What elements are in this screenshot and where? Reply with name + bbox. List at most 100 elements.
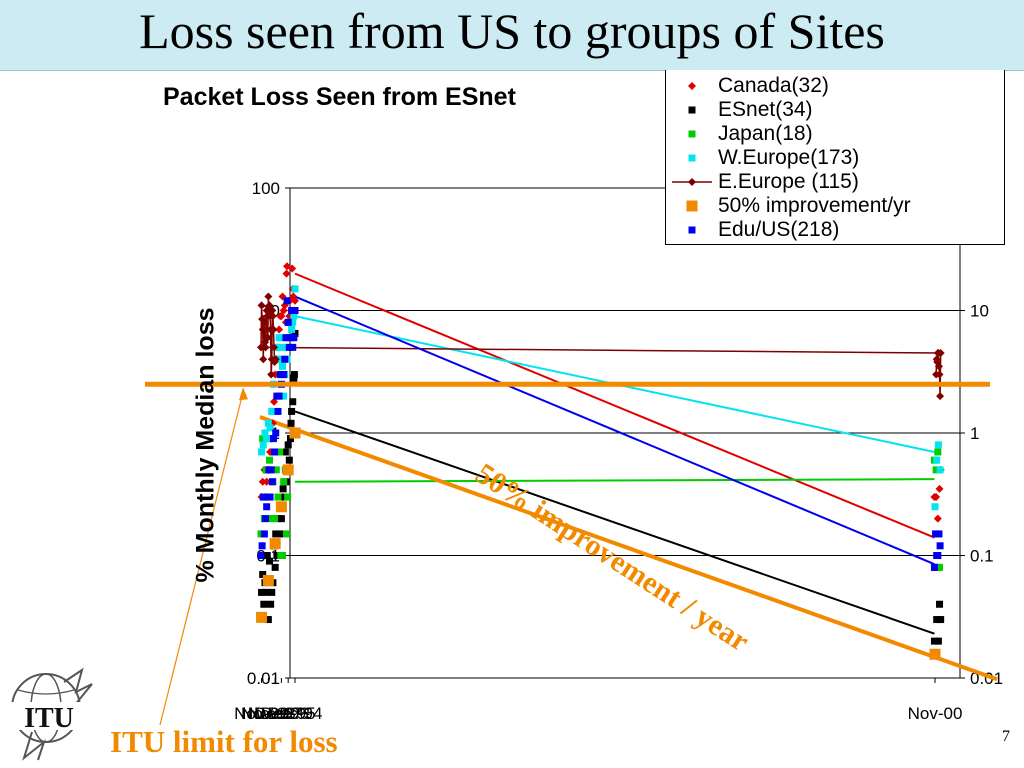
data-point: [276, 448, 284, 456]
data-point: [263, 503, 271, 511]
data-point: [261, 343, 270, 352]
legend-swatch: [688, 106, 696, 114]
legend-swatch: [688, 226, 696, 234]
data-point: [268, 478, 276, 486]
legend-swatch: [688, 154, 696, 162]
y-tick-label-right: 10: [970, 302, 989, 321]
data-point: [265, 557, 273, 565]
data-point: [280, 392, 288, 400]
data-point: [262, 575, 274, 587]
itu-limit-arrowhead: [239, 387, 248, 401]
y-tick-label-right: 1: [970, 424, 979, 443]
data-point: [284, 441, 292, 449]
data-point: [282, 334, 290, 342]
data-point: [269, 435, 277, 443]
data-point: [929, 648, 941, 660]
legend-item: 50% improvement/yr: [666, 194, 1004, 218]
data-point: [275, 325, 284, 334]
data-point: [265, 456, 273, 464]
data-point: [272, 429, 280, 437]
data-point: [267, 370, 276, 379]
legend-item: Edu/US(218): [666, 218, 1004, 242]
data-point: [258, 448, 266, 456]
data-point: [264, 493, 272, 501]
data-point: [289, 318, 297, 326]
data-point: [273, 552, 281, 559]
chart-title: Packet Loss Seen from ESnet: [163, 83, 516, 111]
legend-swatch: [688, 130, 696, 138]
data-point: [267, 515, 275, 523]
data-point: [262, 306, 271, 315]
data-point: [930, 637, 938, 645]
data-point: [275, 334, 283, 342]
x-tick-label: Nov-99: [234, 704, 289, 723]
title-bar: [0, 0, 1024, 71]
legend-label: Canada(32): [718, 74, 829, 97]
legend-label: ESnet(34): [718, 98, 813, 121]
data-point: [282, 269, 291, 278]
data-point: [936, 392, 945, 401]
data-point: [286, 334, 294, 342]
data-point: [931, 503, 939, 511]
data-point: [277, 552, 285, 559]
data-point: [933, 348, 942, 357]
data-point: [282, 464, 294, 476]
legend-label: Edu/US(218): [718, 218, 840, 241]
data-point: [933, 616, 941, 624]
data-point: [268, 407, 276, 415]
data-point: [264, 419, 272, 427]
data-point: [276, 312, 285, 321]
data-point: [272, 530, 280, 538]
legend-item: ESnet(34): [666, 98, 1004, 122]
data-point: [265, 466, 273, 474]
data-point: [932, 370, 941, 379]
data-point: [264, 616, 272, 624]
data-point: [271, 448, 279, 456]
legend-item: W.Europe(173): [666, 146, 1004, 170]
data-point: [258, 542, 266, 550]
data-point: [932, 530, 940, 538]
chart-legend: Canada(32) ESnet(34) Japan(18) W.Europe(173…: [665, 70, 1005, 245]
data-point: [284, 493, 292, 501]
data-point: [279, 362, 287, 370]
x-tick-label: Dec-95: [261, 704, 316, 723]
data-point: [281, 448, 289, 456]
y-tick-label: 0.01: [247, 669, 280, 688]
data-point: [263, 435, 271, 443]
data-point: [283, 297, 291, 305]
data-point: [267, 600, 275, 608]
data-point: [258, 477, 267, 486]
data-point: [274, 493, 282, 501]
legend-swatch: [688, 82, 696, 90]
data-point: [936, 600, 944, 608]
data-point: [272, 466, 280, 474]
data-point: [257, 301, 266, 310]
data-point: [289, 398, 297, 406]
data-point: [264, 292, 273, 301]
data-point: [290, 312, 298, 320]
data-point: [260, 600, 268, 608]
data-point: [285, 456, 293, 464]
data-point: [285, 343, 293, 351]
y-tick-label-right: 0.1: [970, 547, 994, 566]
data-point: [260, 530, 268, 538]
trend-line: [294, 410, 935, 635]
improvement-line: [259, 415, 998, 682]
x-tick-label: Nov-98: [241, 704, 296, 723]
data-point: [259, 441, 267, 449]
trend-line: [294, 295, 935, 566]
data-point: [935, 484, 944, 493]
data-point: [936, 466, 944, 474]
legend-label: E.Europe (115): [718, 170, 859, 193]
x-tick-label: Dec-96: [254, 704, 309, 723]
data-point: [291, 285, 299, 293]
data-point: [286, 435, 294, 443]
x-tick-label: Nov-00: [908, 704, 963, 723]
data-point: [259, 570, 267, 578]
data-point: [271, 563, 279, 571]
data-point: [258, 325, 267, 334]
itu-limit-label: ITU limit for loss: [110, 724, 338, 759]
data-point: [276, 530, 284, 538]
data-point: [282, 530, 290, 538]
data-point: [281, 355, 289, 363]
